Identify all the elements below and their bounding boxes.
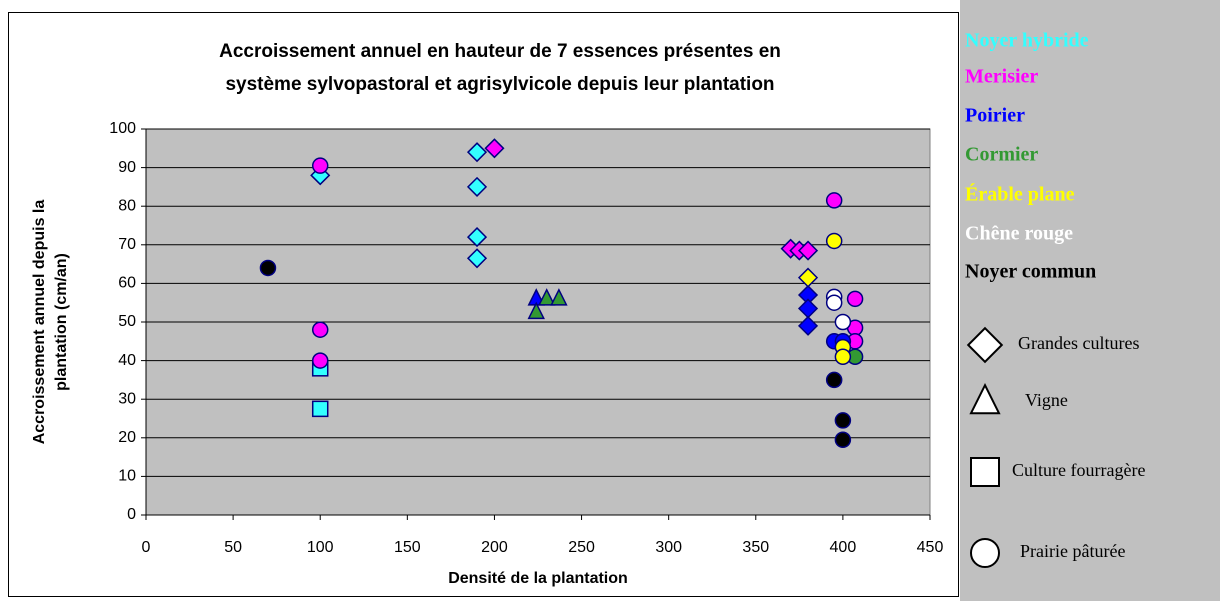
- x-tick-label: 50: [224, 539, 242, 556]
- legend-entry: Érable plane: [965, 183, 1075, 206]
- y-tick-label: 50: [118, 313, 136, 330]
- point: [484, 138, 505, 159]
- x-tick-label: 450: [917, 539, 944, 556]
- x-tick-label: 400: [830, 539, 857, 556]
- point: [466, 248, 488, 269]
- x-tick-label: 250: [568, 539, 595, 556]
- y-tick-label: 100: [109, 120, 136, 137]
- y-tick-label: 80: [118, 197, 136, 214]
- x-tick-label: 300: [655, 539, 682, 556]
- point: [825, 192, 843, 209]
- y-axis-label: Accroissement annuel depuis la: [31, 200, 48, 445]
- y-tick-label: 70: [118, 236, 136, 253]
- point: [797, 267, 819, 288]
- x-tick-label: 100: [307, 539, 334, 556]
- legend-entry: Noyer hybride: [965, 30, 1089, 52]
- point: [466, 142, 488, 163]
- chart-title: Accroissement annuel en hauteur de 7 ess…: [219, 41, 781, 62]
- point: [834, 431, 852, 448]
- point: [834, 348, 852, 365]
- y-tick-label: 90: [118, 159, 136, 176]
- legend-label: Vigne: [1025, 390, 1068, 410]
- legend-panel: [960, 0, 1220, 601]
- y-axis-label: plantation (cm/an): [53, 253, 70, 391]
- point: [311, 321, 329, 338]
- y-tick-label: 30: [118, 390, 136, 407]
- point: [311, 352, 329, 369]
- point: [537, 288, 556, 306]
- chart-title: système sylvopastoral et agrisylvicole d…: [225, 74, 774, 95]
- x-axis-label: Densité de la plantation: [448, 570, 628, 587]
- point: [825, 371, 843, 389]
- legend-label: Prairie pâturée: [1020, 541, 1125, 561]
- point: [797, 315, 819, 336]
- x-tick-label: 350: [742, 539, 769, 556]
- point: [527, 301, 545, 320]
- point: [311, 400, 329, 418]
- point: [550, 288, 568, 306]
- legend-label: Grandes cultures: [1018, 333, 1139, 353]
- y-tick-label: 40: [118, 352, 136, 369]
- legend-marker: [970, 538, 1000, 568]
- point: [846, 290, 864, 308]
- y-tick-label: 0: [127, 506, 136, 523]
- legend-entry: Poirier: [965, 105, 1025, 127]
- point: [834, 313, 852, 331]
- y-tick-label: 10: [118, 468, 136, 485]
- point: [834, 412, 852, 429]
- point: [825, 232, 843, 250]
- point: [259, 259, 277, 277]
- x-tick-label: 150: [394, 539, 421, 556]
- legend-entry: Merisier: [965, 66, 1038, 88]
- y-tick-label: 20: [118, 429, 136, 446]
- x-tick-label: 200: [481, 539, 508, 556]
- legend-marker: [970, 457, 1000, 487]
- legend-marker: [966, 326, 1004, 364]
- point: [825, 294, 843, 311]
- point: [311, 157, 329, 174]
- point: [797, 240, 819, 261]
- legend-label: Culture fourragère: [1012, 460, 1145, 480]
- y-tick-label: 60: [118, 275, 136, 292]
- legend-entry: Cormier: [965, 144, 1038, 166]
- legend-entry: Chêne rouge: [965, 223, 1073, 245]
- point: [466, 176, 488, 197]
- legend-marker: [969, 382, 1001, 415]
- point: [466, 227, 488, 248]
- x-tick-label: 0: [142, 539, 151, 556]
- legend-entry: Noyer commun: [965, 261, 1096, 283]
